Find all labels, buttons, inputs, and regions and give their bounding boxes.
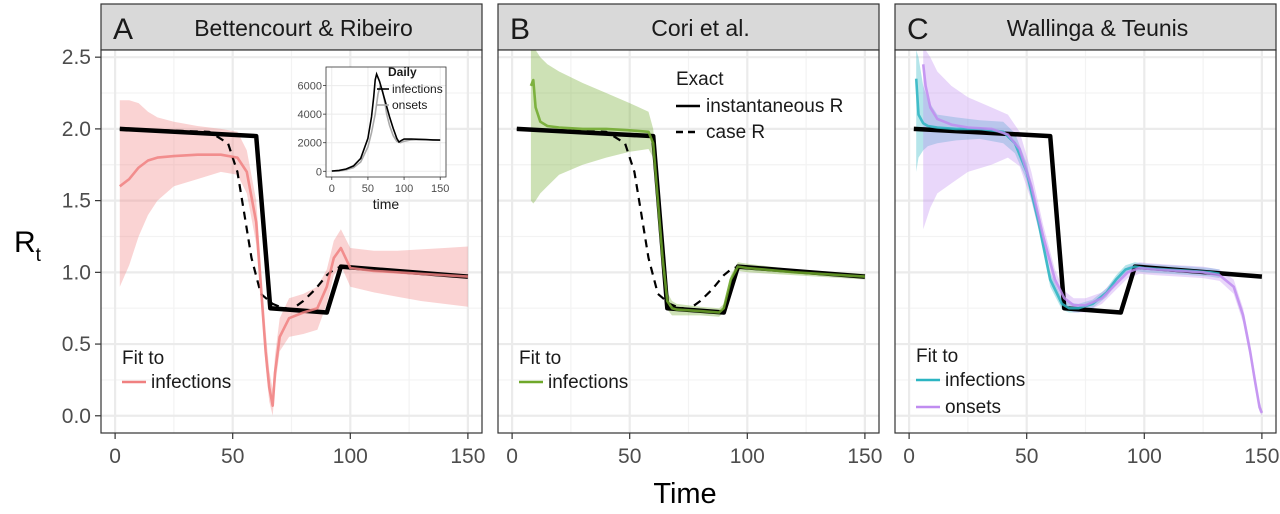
x-tick-label: 0 bbox=[109, 445, 121, 468]
x-tick-label: 50 bbox=[618, 445, 641, 468]
legend-label-infections: infections bbox=[151, 372, 231, 393]
x-tick-label: 150 bbox=[847, 445, 882, 468]
y-axis-label: Rt bbox=[14, 226, 42, 266]
inset-legend-title: Daily bbox=[388, 65, 417, 79]
inset-y-tick-label: 2000 bbox=[298, 138, 322, 150]
x-tick-label: 50 bbox=[1015, 445, 1038, 468]
ci-ribbon-onsets bbox=[923, 50, 1262, 416]
legend-title: Fit to bbox=[122, 348, 164, 369]
panel-title: Cori et al. bbox=[651, 15, 749, 41]
panel-b: B Cori et al. 0 50 100 150 Fit to infections Exa… bbox=[497, 3, 882, 468]
inset-x-tick-label: 0 bbox=[329, 183, 335, 195]
inset-line-infections bbox=[331, 71, 441, 172]
inset-x-tick-label: 150 bbox=[431, 183, 449, 195]
x-tick-label: 100 bbox=[730, 445, 765, 468]
ci-ribbon-infections bbox=[530, 50, 865, 317]
estimate-line-infections bbox=[119, 153, 468, 407]
inset-chart: 0 2000 4000 6000 0 50 100 150 time Daily infection… bbox=[298, 65, 450, 212]
inset-x-tick-label: 50 bbox=[362, 183, 374, 195]
legend-label-onsets: onsets bbox=[945, 397, 1001, 418]
fit-legend: Fit to infections bbox=[122, 348, 231, 393]
inset-legend-label-infections: infections bbox=[392, 82, 443, 96]
inset-x-axis-label: time bbox=[373, 196, 400, 212]
y-tick-label: 1.5 bbox=[62, 190, 91, 213]
x-tick-label: 0 bbox=[506, 445, 518, 468]
exact-legend-label: instantaneous R bbox=[706, 96, 843, 117]
fit-legend: Fit to infections onsets bbox=[916, 346, 1025, 418]
legend-title: Fit to bbox=[916, 346, 958, 367]
x-axis-label: Time bbox=[653, 478, 716, 509]
panel-letter: B bbox=[510, 13, 530, 46]
data-layer bbox=[516, 50, 866, 317]
y-tick-label: 1.0 bbox=[62, 261, 91, 284]
panel-letter: A bbox=[113, 13, 133, 46]
y-tick-label: 0.5 bbox=[62, 333, 91, 356]
exact-legend: Exact instantaneous R case R bbox=[676, 69, 843, 143]
x-tick-label: 100 bbox=[333, 445, 368, 468]
panel-letter: C bbox=[907, 13, 929, 46]
grid-lines bbox=[498, 50, 879, 433]
estimate-line-onsets bbox=[921, 64, 1264, 414]
panel-title: Wallinga & Teunis bbox=[1007, 15, 1189, 41]
y-tick-label: 0.0 bbox=[62, 405, 91, 428]
panel-strip bbox=[497, 3, 880, 51]
y-tick-label: 2.5 bbox=[62, 46, 91, 69]
grid-lines bbox=[895, 50, 1276, 433]
x-tick-label: 50 bbox=[221, 445, 244, 468]
plot-border bbox=[894, 49, 1277, 434]
panels-layer: A Bettencourt & Ribeiro 0 50 100 150 0.0 0.5 1.0… bbox=[62, 3, 1279, 468]
x-tick-label: 0 bbox=[903, 445, 915, 468]
inset-legend-label-onsets: onsets bbox=[392, 98, 427, 112]
y-axis-label-subscript: t bbox=[36, 245, 42, 266]
inset-y-tick-label: 4000 bbox=[298, 109, 322, 121]
panel-c: C Wallinga & Teunis 0 50 100 150 Fit to infecti… bbox=[894, 3, 1279, 468]
panel-strip bbox=[100, 3, 483, 51]
inset-y-tick-label: 6000 bbox=[298, 81, 322, 93]
plot-border bbox=[497, 49, 880, 434]
plot-border bbox=[100, 49, 483, 434]
panel-a: A Bettencourt & Ribeiro 0 50 100 150 0.0 0.5 1.0… bbox=[62, 3, 485, 468]
legend-title: Fit to bbox=[519, 348, 561, 369]
inset-border bbox=[325, 66, 447, 178]
inset-y-tick-label: 0 bbox=[316, 166, 322, 178]
panel-strip bbox=[894, 3, 1277, 51]
y-axis-label-main: R bbox=[14, 226, 36, 259]
panel-title: Bettencourt & Ribeiro bbox=[194, 15, 413, 41]
estimate-line-infections bbox=[529, 78, 865, 314]
x-tick-label: 150 bbox=[450, 445, 485, 468]
exact-legend-label: case R bbox=[706, 122, 765, 143]
case-r-line bbox=[119, 127, 342, 311]
x-tick-label: 150 bbox=[1244, 445, 1279, 468]
inset-x-tick-label: 100 bbox=[395, 183, 413, 195]
inset-data bbox=[331, 71, 441, 172]
exact-legend-title: Exact bbox=[676, 69, 724, 90]
x-tick-label: 100 bbox=[1127, 445, 1162, 468]
data-layer bbox=[913, 50, 1264, 416]
data-layer bbox=[119, 100, 469, 416]
y-tick-label: 2.0 bbox=[62, 118, 91, 141]
legend-label-infections: infections bbox=[945, 370, 1025, 391]
fit-legend: Fit to infections bbox=[519, 348, 628, 393]
legend-label-infections: infections bbox=[548, 372, 628, 393]
